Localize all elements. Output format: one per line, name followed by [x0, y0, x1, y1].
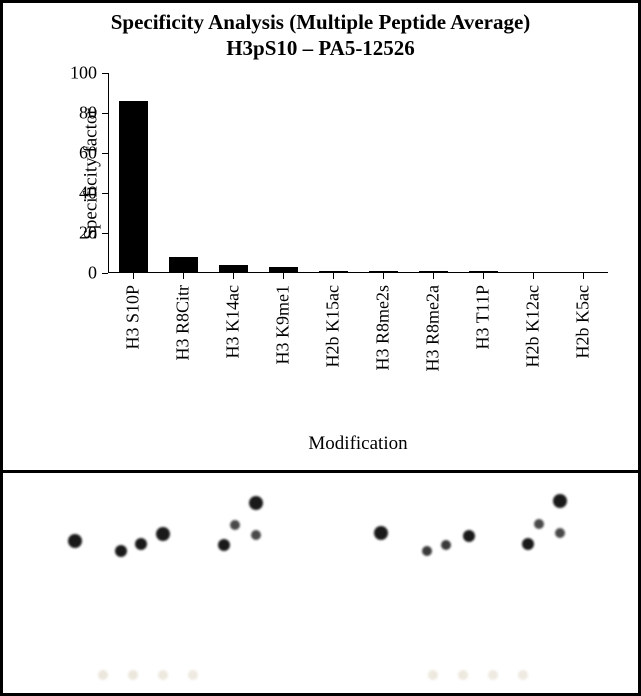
- x-tick-label: H3 T11P: [473, 285, 494, 350]
- blot-spot: [463, 530, 475, 542]
- blot-spot: [488, 670, 498, 680]
- x-tick-label: H2b K12ac: [523, 285, 544, 367]
- x-tick: [383, 273, 384, 279]
- blot-spot: [249, 496, 263, 510]
- blot-spot: [218, 539, 230, 551]
- figure-frame: Specificity Analysis (Multiple Peptide A…: [0, 0, 641, 696]
- blot-spot: [458, 670, 468, 680]
- x-tick: [533, 273, 534, 279]
- blot-spot: [374, 526, 388, 540]
- x-tick-label: H3 S10P: [123, 285, 144, 350]
- blot-spot: [128, 670, 138, 680]
- blot-spot: [98, 670, 108, 680]
- y-tick-label: 0: [57, 263, 97, 284]
- bar: [119, 101, 148, 273]
- blot-spot: [534, 519, 544, 529]
- y-tick: [102, 153, 108, 154]
- x-tick: [333, 273, 334, 279]
- x-tick: [283, 273, 284, 279]
- x-tick: [433, 273, 434, 279]
- blot-spot: [230, 520, 240, 530]
- blot-spot: [156, 527, 170, 541]
- blot-spot: [555, 528, 565, 538]
- chart-title-line2: H3pS10 – PA5-12526: [3, 35, 638, 61]
- x-tick-label: H3 R8me2s: [373, 285, 394, 371]
- y-tick-label: 100: [57, 63, 97, 84]
- blot-spot: [251, 530, 261, 540]
- x-tick: [483, 273, 484, 279]
- x-tick: [183, 273, 184, 279]
- x-axis-label: Modification: [108, 433, 608, 455]
- y-tick: [102, 113, 108, 114]
- y-axis-line: [108, 73, 109, 273]
- x-tick: [133, 273, 134, 279]
- bar: [219, 265, 248, 273]
- plot-area: 020406080100H3 S10PH3 R8CitrH3 K14acH3 K…: [108, 73, 608, 273]
- x-tick-label: H3 K9me1: [273, 285, 294, 365]
- chart-panel: Specificity Analysis (Multiple Peptide A…: [3, 3, 638, 473]
- y-tick: [102, 233, 108, 234]
- x-tick-label: H2b K15ac: [323, 285, 344, 367]
- blot-spot: [68, 534, 82, 548]
- blot-panel: [3, 476, 638, 693]
- x-tick-label: H2b K5ac: [573, 285, 594, 358]
- blot-spot: [441, 540, 451, 550]
- x-tick-label: H3 R8me2a: [423, 285, 444, 371]
- blot-spot: [518, 670, 528, 680]
- blot-spot: [115, 545, 127, 557]
- x-tick-label: H3 R8Citr: [173, 285, 194, 361]
- chart-title: Specificity Analysis (Multiple Peptide A…: [3, 3, 638, 62]
- x-tick: [233, 273, 234, 279]
- y-tick: [102, 273, 108, 274]
- blot-spot: [158, 670, 168, 680]
- y-tick: [102, 73, 108, 74]
- blot-spot: [553, 494, 567, 508]
- blot-spot: [428, 670, 438, 680]
- x-tick-label: H3 K14ac: [223, 285, 244, 358]
- blot-spot: [522, 538, 534, 550]
- blot-spot: [422, 546, 432, 556]
- y-axis-label: Specificity factor: [81, 108, 103, 239]
- y-tick: [102, 193, 108, 194]
- blot-spot: [135, 538, 147, 550]
- blot-spot: [188, 670, 198, 680]
- x-tick: [583, 273, 584, 279]
- chart-title-line1: Specificity Analysis (Multiple Peptide A…: [3, 9, 638, 35]
- bar: [169, 257, 198, 273]
